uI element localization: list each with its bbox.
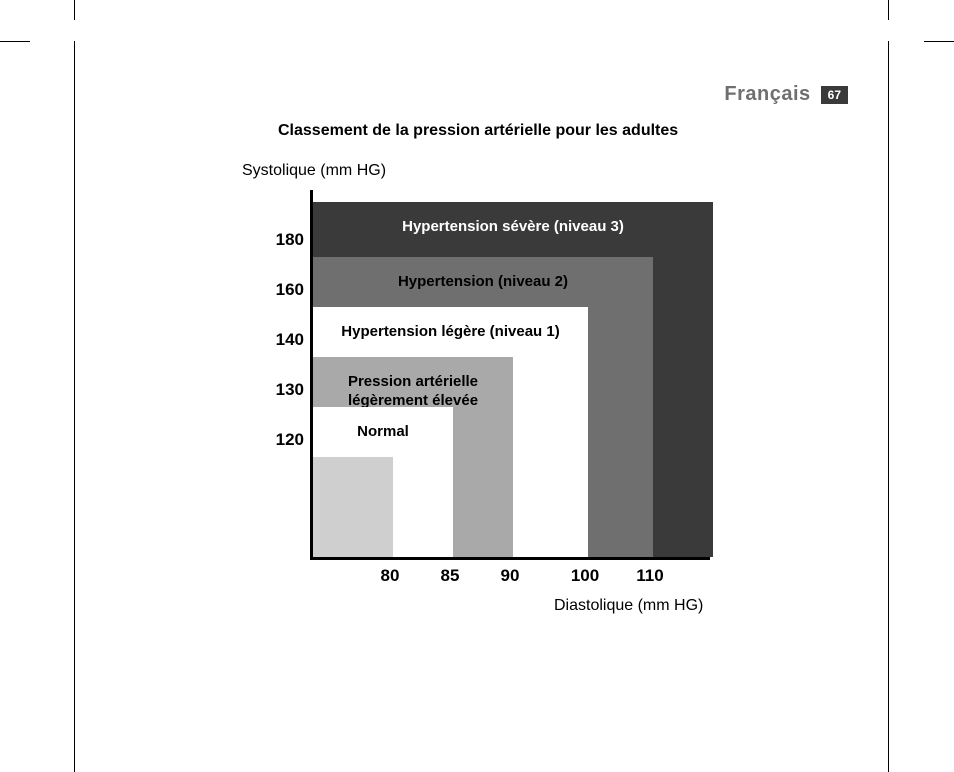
page-header: Français 67 bbox=[724, 83, 848, 106]
x-tick: 80 bbox=[381, 566, 400, 586]
y-tick: 140 bbox=[276, 330, 304, 350]
language-label: Français bbox=[724, 83, 810, 106]
crop-mark bbox=[924, 41, 954, 42]
x-tick: 90 bbox=[501, 566, 520, 586]
bp-chart: Hypertension sévère (niveau 3)Hypertensi… bbox=[290, 190, 710, 560]
chart-title: Classement de la pression artérielle pou… bbox=[278, 122, 678, 140]
crop-mark bbox=[74, 0, 75, 20]
x-axis-label: Diastolique (mm HG) bbox=[554, 597, 703, 615]
y-tick: 180 bbox=[276, 230, 304, 250]
y-tick: 120 bbox=[276, 430, 304, 450]
plot-area: Hypertension sévère (niveau 3)Hypertensi… bbox=[310, 190, 710, 560]
y-axis-label: Systolique (mm HG) bbox=[242, 162, 386, 180]
y-tick: 160 bbox=[276, 280, 304, 300]
page-border bbox=[888, 41, 889, 772]
page-border bbox=[74, 41, 75, 772]
x-tick: 85 bbox=[441, 566, 460, 586]
crop-mark bbox=[888, 0, 889, 20]
x-tick: 110 bbox=[636, 566, 663, 586]
y-tick: 130 bbox=[276, 380, 304, 400]
page-number-badge: 67 bbox=[821, 86, 848, 104]
crop-mark bbox=[0, 41, 30, 42]
region-base bbox=[313, 457, 393, 557]
x-tick: 100 bbox=[571, 566, 599, 586]
